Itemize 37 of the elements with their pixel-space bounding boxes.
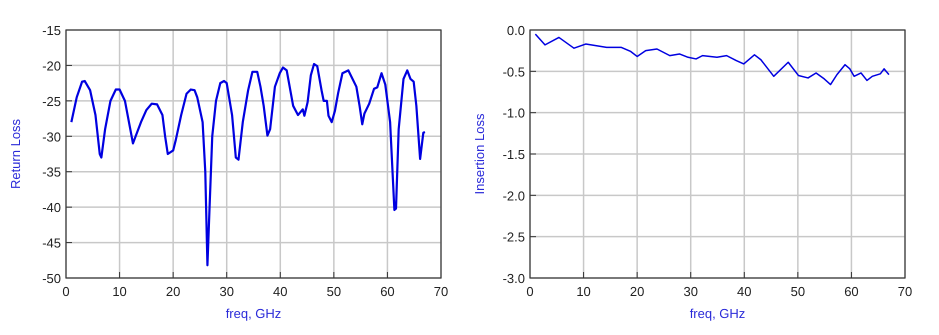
x-tick-label: 60 [380, 284, 395, 299]
x-tick-label: 70 [898, 284, 912, 299]
y-tick-label: -25 [42, 94, 61, 109]
line-series [534, 33, 890, 86]
x-tick-label: 50 [790, 284, 806, 299]
x-tick-label: 40 [737, 284, 752, 299]
x-tick-label: 40 [273, 284, 288, 299]
y-tick-label: -40 [42, 200, 61, 216]
x-tick-label: 10 [112, 284, 127, 299]
x-tick-label: 30 [219, 284, 234, 299]
x-tick-label: 50 [326, 284, 342, 299]
y-tick-label: -2.0 [502, 188, 525, 204]
y-axis-title: Return Loss [8, 118, 23, 190]
x-tick-label: 10 [576, 284, 591, 299]
y-tick-label: -15 [42, 23, 61, 38]
y-tick-label: -1.0 [502, 106, 525, 121]
x-axis-title: freq, GHz [690, 306, 746, 321]
x-tick-label: 60 [844, 284, 859, 299]
y-tick-label: -45 [42, 236, 61, 251]
y-tick-label: -30 [42, 129, 61, 144]
y-tick-label: -1.5 [502, 147, 525, 162]
x-tick-label: 70 [434, 284, 448, 299]
x-tick-label: 30 [683, 284, 698, 299]
y-tick-label: -50 [42, 271, 61, 286]
x-tick-label: 20 [630, 284, 644, 299]
y-tick-label: 0.0 [506, 23, 525, 38]
line-series [70, 62, 426, 266]
y-tick-label: -3.0 [502, 271, 525, 286]
y-tick-label: -2.5 [502, 230, 525, 245]
x-tick-label: 0 [62, 284, 70, 299]
y-tick-label: -0.5 [502, 64, 525, 80]
y-tick-label: -20 [42, 58, 61, 74]
x-tick-label: 0 [526, 284, 534, 299]
x-axis-title: freq, GHz [226, 306, 282, 321]
y-tick-label: -35 [42, 164, 61, 180]
x-tick-label: 20 [166, 284, 180, 299]
y-axis-title: Insertion Loss [472, 113, 487, 194]
